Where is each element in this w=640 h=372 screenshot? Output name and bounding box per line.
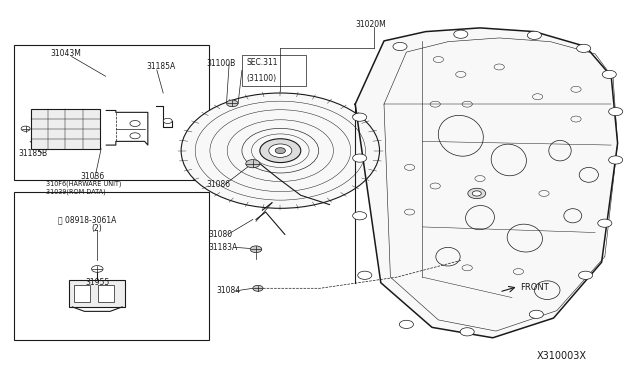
Circle shape (393, 42, 407, 51)
Circle shape (130, 121, 140, 126)
Text: Ⓝ 08918-3061A: Ⓝ 08918-3061A (58, 215, 116, 224)
Text: SEC.311: SEC.311 (246, 58, 278, 67)
Text: 31043M: 31043M (50, 49, 81, 58)
Text: 31080: 31080 (209, 230, 233, 239)
Bar (14, 192, 209, 340)
Text: 31185B: 31185B (18, 149, 47, 158)
Circle shape (472, 191, 481, 196)
Text: 31020M: 31020M (355, 20, 386, 29)
Circle shape (353, 212, 367, 220)
Text: (31100): (31100) (246, 74, 276, 83)
Text: (2): (2) (92, 224, 102, 232)
Circle shape (130, 133, 140, 139)
Bar (98, 285, 114, 302)
Text: 310F6(HARWARE UNIT): 310F6(HARWARE UNIT) (46, 181, 122, 187)
Text: X310003X: X310003X (536, 352, 586, 361)
Circle shape (269, 144, 292, 157)
Text: 31183A: 31183A (209, 243, 238, 252)
Bar (14, 45, 209, 180)
Text: 31185A: 31185A (146, 62, 175, 71)
Circle shape (609, 156, 623, 164)
Circle shape (253, 285, 263, 291)
Circle shape (468, 188, 486, 199)
Text: 31084: 31084 (216, 286, 241, 295)
Circle shape (92, 266, 103, 272)
Circle shape (246, 160, 260, 168)
Circle shape (21, 126, 30, 131)
Text: 31955: 31955 (85, 278, 109, 287)
Circle shape (275, 148, 285, 154)
Circle shape (598, 219, 612, 227)
Circle shape (353, 154, 367, 162)
Bar (69, 280, 125, 307)
Circle shape (163, 118, 172, 124)
Circle shape (579, 271, 593, 279)
Text: 31036: 31036 (80, 172, 104, 181)
Text: 31100B: 31100B (206, 60, 236, 68)
Circle shape (227, 100, 238, 107)
Circle shape (260, 139, 301, 163)
Circle shape (454, 30, 468, 38)
Circle shape (609, 108, 623, 116)
Bar (242, 55, 306, 86)
Circle shape (602, 70, 616, 78)
Polygon shape (355, 28, 618, 338)
Circle shape (527, 31, 541, 39)
Circle shape (399, 320, 413, 328)
Circle shape (353, 113, 367, 121)
Bar (31, 109, 100, 149)
Text: 31039(ROM DATA): 31039(ROM DATA) (46, 188, 106, 195)
Bar (74, 285, 90, 302)
Circle shape (358, 271, 372, 279)
Text: FRONT: FRONT (520, 283, 548, 292)
Circle shape (250, 246, 262, 253)
Text: 31086: 31086 (206, 180, 230, 189)
Circle shape (181, 93, 380, 208)
Circle shape (529, 310, 543, 318)
Circle shape (577, 44, 591, 52)
Circle shape (460, 328, 474, 336)
